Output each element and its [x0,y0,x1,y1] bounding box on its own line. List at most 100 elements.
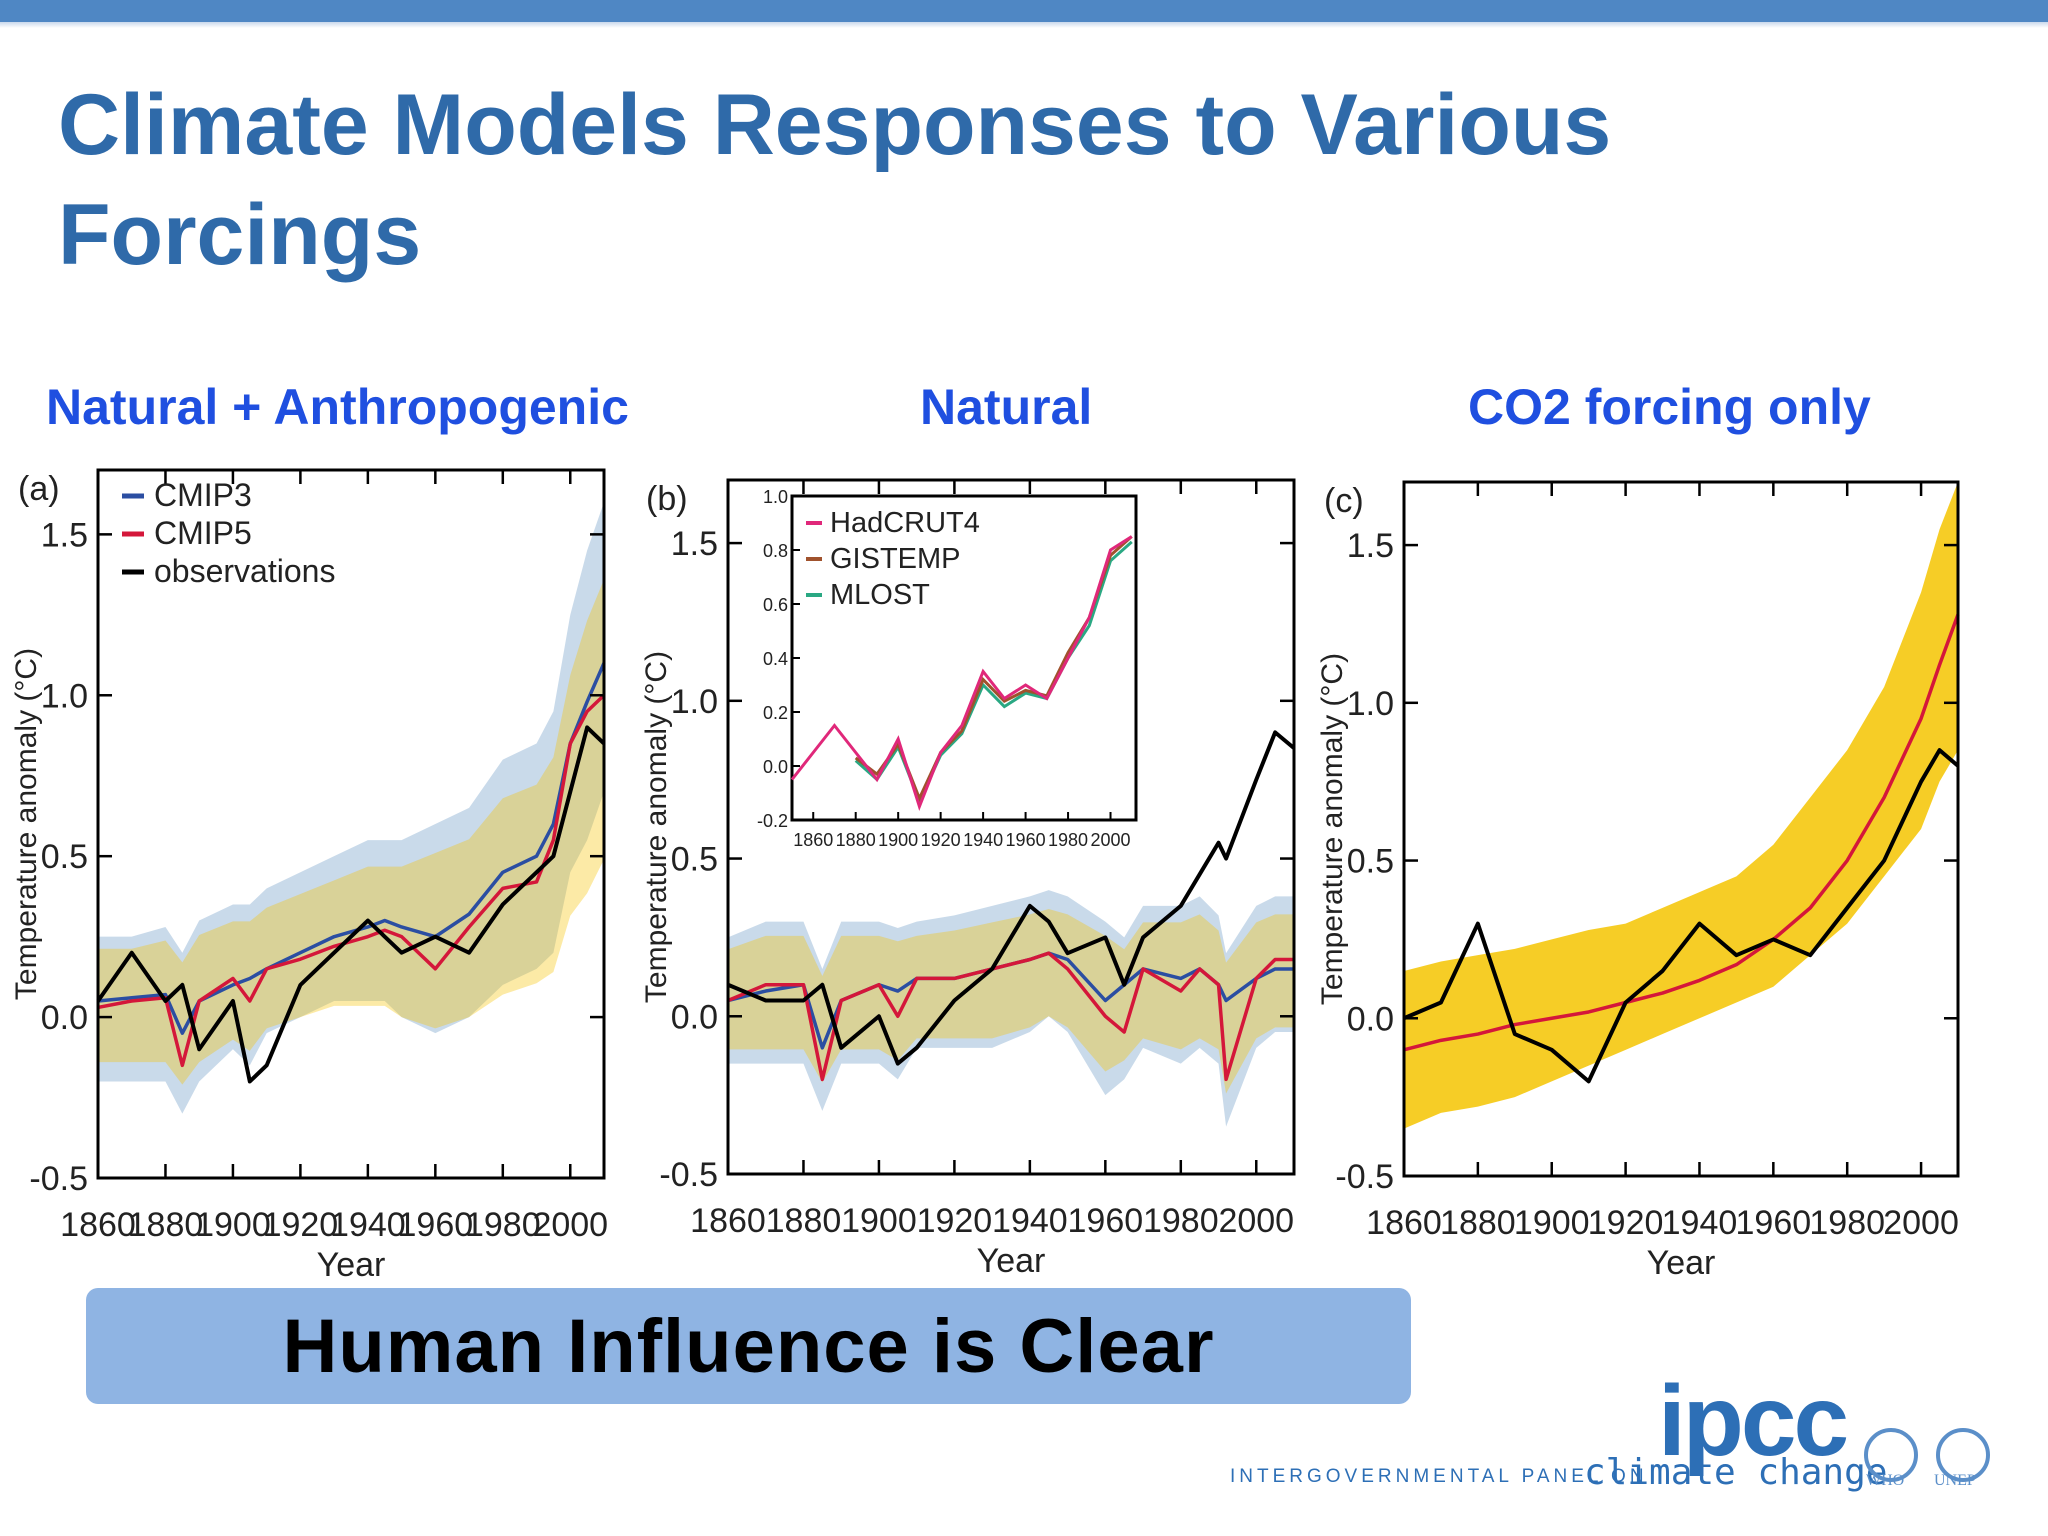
x-tick-label: 1860 [60,1206,136,1244]
y-tick-label: 0.0 [41,999,88,1037]
x-axis-label: Year [977,1242,1046,1280]
x-tick-label: 1900 [195,1206,271,1244]
x-tick-label: 1940 [1662,1204,1738,1242]
x-tick-label: 1960 [398,1206,474,1244]
y-axis-label: Temperature anomaly (°C) [1316,653,1349,1005]
x-tick-label: 1880 [128,1206,204,1244]
x-tick-label: 1940 [330,1206,406,1244]
x-tick-label: 1940 [992,1202,1068,1240]
y-tick-label: 1.5 [41,516,88,554]
inset-x-tick-label: 1860 [793,830,833,850]
panel-label: (b) [646,480,688,518]
inset-x-tick-label: 1940 [963,830,1003,850]
heading-natural-anthropogenic: Natural + Anthropogenic [46,379,629,435]
inset-legend-label: GISTEMP [830,543,961,575]
callout-text: Human Influence is Clear [282,1303,1215,1389]
inset-y-tick-label: 0.0 [763,757,788,777]
inset-x-tick-label: 2000 [1090,830,1130,850]
unep-label: UNEP [1934,1472,1976,1489]
inset-y-tick-label: 0.6 [763,595,788,615]
x-tick-label: 2000 [532,1206,608,1244]
x-tick-label: 1980 [1809,1204,1885,1242]
y-tick-label: -0.5 [29,1160,88,1198]
top-bar-shadow [0,22,2048,28]
x-tick-label: 2000 [1883,1204,1959,1242]
who-label: WHO [1866,1472,1905,1489]
y-tick-label: 0.5 [41,838,88,876]
inset-x-tick-label: 1960 [1006,830,1046,850]
series-line-co2-forcing-model-mean [1403,613,1960,1052]
legend-label: observations [154,553,335,589]
who-emblem-icon [1864,1428,1918,1482]
y-tick-label: 0.5 [671,841,718,879]
plot-frame [96,468,606,1180]
x-tick-label: 2000 [1218,1202,1294,1240]
inset-x-tick-label: 1980 [1048,830,1088,850]
y-tick-label: 1.5 [1347,527,1394,565]
plot-frame [726,478,1296,1176]
y-tick-label: 0.0 [1347,1000,1394,1038]
x-tick-label: 1920 [917,1202,993,1240]
x-tick-label: 1960 [1736,1204,1812,1242]
x-tick-label: 1900 [1514,1204,1590,1242]
x-tick-label: 1960 [1068,1202,1144,1240]
inset-y-tick-label: 0.2 [763,703,788,723]
inset-x-tick-label: 1900 [878,830,918,850]
y-tick-label: 1.0 [671,683,718,721]
series-line-cmip3 [97,662,606,1035]
x-tick-label: 1900 [841,1202,917,1240]
unep-emblem-icon [1936,1428,1990,1482]
x-tick-label: 1980 [465,1206,541,1244]
callout-box: Human Influence is Clear [86,1288,1411,1404]
x-tick-label: 1920 [1588,1204,1664,1242]
inset-x-tick-label: 1920 [921,830,961,850]
model-ensemble-band [98,579,604,1085]
model-spread-band [98,502,604,1114]
inset-legend-label: HadCRUT4 [830,507,980,539]
inset-frame [790,494,1138,822]
model-ensemble-band [728,909,1294,1094]
series-line-observations [1403,748,1960,1084]
y-axis-label: Temperature anomaly (°C) [10,648,43,1000]
inset-legend-label: MLOST [830,579,930,611]
inset-x-tick-label: 1880 [836,830,876,850]
ipcc-logo: ipcc INTERGOVERNMENTAL PANEL ON climate … [1230,1365,2010,1500]
x-tick-label: 1880 [1440,1204,1516,1242]
x-axis-label: Year [317,1246,386,1284]
panel-label: (c) [1324,482,1364,520]
x-tick-label: 1980 [1143,1202,1219,1240]
series-line-observations [727,730,1296,1066]
series-line-observations [96,725,606,1084]
y-tick-label: 1.0 [1347,685,1394,723]
x-axis-label: Year [1647,1244,1716,1282]
legend-label: CMIP3 [154,477,252,513]
model-spread-band [1404,482,1958,1129]
inset-chart: 1860 1880 1900 1920 1940 1960 1980 2000 -0.2 0.0 0… [757,487,1138,850]
x-tick-label: 1860 [1366,1204,1442,1242]
inset-y-tick-label: 1.0 [763,487,788,507]
ipcc-wordmark: ipcc [1658,1365,1849,1477]
inset-y-tick-label: 0.4 [763,649,788,669]
inset-series-hadcrut4 [790,535,1133,811]
panel-label: (a) [18,470,60,508]
x-tick-label: 1920 [263,1206,339,1244]
legend-label: CMIP5 [154,515,252,551]
y-tick-label: 1.5 [671,525,718,563]
charts-figure: 18601880190019201940196019802000-0.50.00… [10,468,1960,1284]
ipcc-org-line: INTERGOVERNMENTAL PANEL ON [1230,1466,1648,1487]
series-line-cmip5 [97,694,606,1068]
plot-frame [1402,480,1960,1178]
y-tick-label: -0.5 [1335,1158,1394,1196]
inset-y-tick-label: 0.8 [763,541,788,561]
ipcc-climate-change-line: climate change [1584,1452,1888,1493]
chart-panel-2: 1860 1880 1900 1920 1940 1960 1980 2000-0.50.00… [640,478,1296,1280]
heading-co2-only: CO2 forcing only [1468,379,1871,435]
y-tick-label: 0.0 [671,998,718,1036]
top-accent-bar [0,0,2048,22]
y-axis-label: Temperature anomaly (°C) [640,651,673,1003]
inset-y-tick-label: -0.2 [757,811,788,831]
y-tick-label: 0.5 [1347,843,1394,881]
y-tick-label: 1.0 [41,677,88,715]
